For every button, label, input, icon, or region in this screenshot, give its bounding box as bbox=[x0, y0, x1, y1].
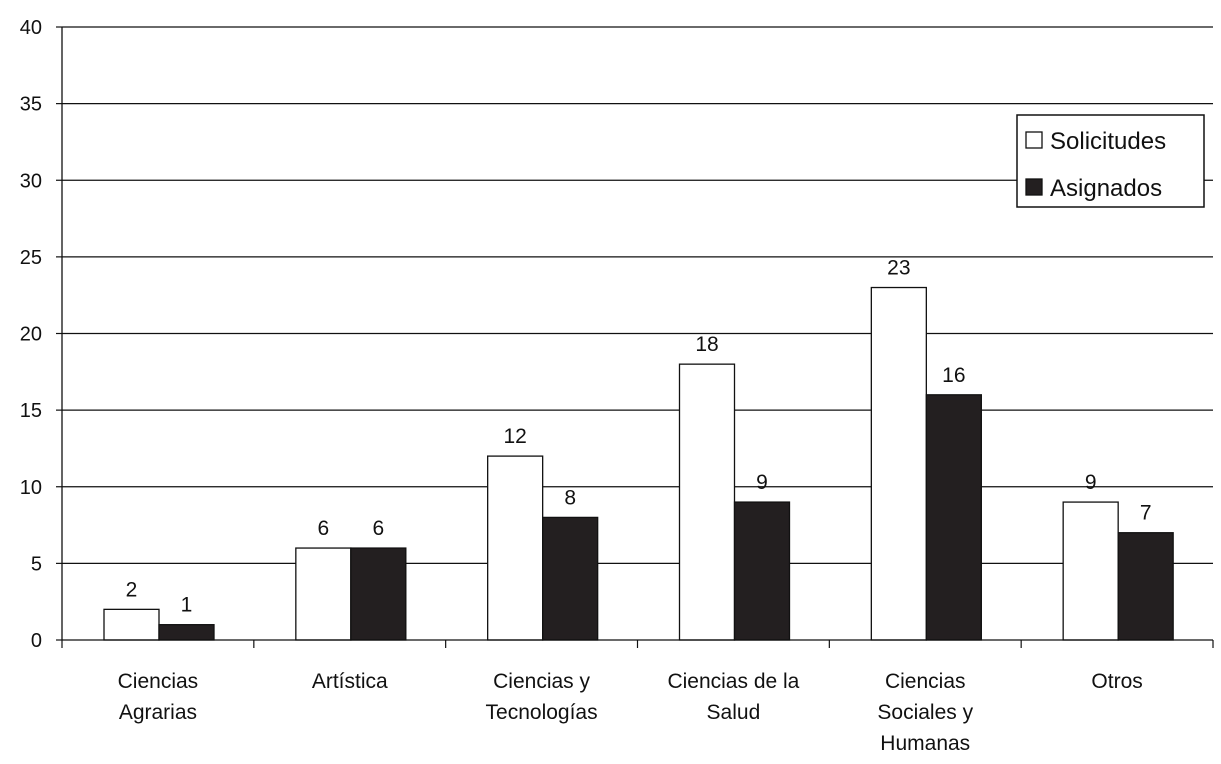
y-tick-label: 20 bbox=[20, 324, 42, 346]
y-tick-label: 40 bbox=[20, 17, 42, 39]
x-tick-label: Ciencias y bbox=[493, 670, 590, 693]
bar-asignados-0 bbox=[158, 624, 215, 641]
y-tick-label: 5 bbox=[31, 553, 42, 575]
bars bbox=[103, 286, 1174, 641]
bar-solicitudes-2 bbox=[487, 455, 544, 641]
axes bbox=[56, 26, 1214, 648]
gridlines bbox=[62, 26, 1213, 564]
x-tick-label: Agrarias bbox=[119, 701, 197, 724]
x-tick-label: Sociales y bbox=[877, 701, 973, 724]
value-label: 6 bbox=[317, 517, 329, 540]
bar-solicitudes-5 bbox=[1062, 501, 1119, 641]
value-label: 6 bbox=[372, 517, 384, 540]
y-tick-label: 10 bbox=[20, 477, 42, 499]
bar-asignados-1 bbox=[350, 547, 407, 641]
legend: Solicitudes Asignados bbox=[1016, 114, 1205, 208]
value-label: 23 bbox=[887, 257, 910, 280]
value-label: 1 bbox=[181, 594, 193, 617]
x-tick-label: Salud bbox=[707, 701, 761, 724]
legend-box bbox=[1016, 114, 1205, 208]
x-tick-label: Artística bbox=[312, 670, 388, 693]
bar-solicitudes-1 bbox=[295, 547, 352, 641]
y-tick-label: 25 bbox=[20, 247, 42, 269]
x-tick-label: Otros bbox=[1091, 670, 1142, 693]
x-tick-label: Tecnologías bbox=[486, 701, 598, 724]
y-tick-label: 0 bbox=[31, 630, 42, 652]
x-tick-label: Ciencias bbox=[885, 670, 966, 693]
bar-asignados-4 bbox=[925, 394, 982, 641]
legend-swatch-asignados bbox=[1025, 178, 1043, 196]
y-tick-labels: 0 5 10 15 20 25 30 35 40 bbox=[20, 17, 42, 652]
value-label: 7 bbox=[1140, 502, 1152, 525]
value-label: 18 bbox=[695, 333, 718, 356]
x-tick-label: Ciencias de la bbox=[667, 670, 799, 693]
legend-swatch-solicitudes bbox=[1025, 131, 1043, 149]
x-tick-label: Ciencias bbox=[118, 670, 199, 693]
x-tick-labels: Ciencias Agrarias Artística Ciencias y Tecno… bbox=[118, 670, 1143, 755]
x-tick-label: Humanas bbox=[880, 732, 970, 755]
value-label: 16 bbox=[942, 364, 965, 387]
y-tick-label: 15 bbox=[20, 400, 42, 422]
y-tick-label: 30 bbox=[20, 170, 42, 192]
legend-label-solicitudes: Solicitudes bbox=[1050, 128, 1166, 155]
bar-asignados-2 bbox=[542, 516, 599, 641]
bar-solicitudes-4 bbox=[870, 286, 927, 641]
value-label: 2 bbox=[126, 578, 138, 601]
bar-asignados-5 bbox=[1117, 532, 1174, 641]
value-label: 8 bbox=[564, 486, 576, 509]
legend-label-asignados: Asignados bbox=[1050, 175, 1162, 202]
bar-solicitudes-0 bbox=[103, 608, 160, 641]
value-label: 9 bbox=[1085, 471, 1097, 494]
value-label: 12 bbox=[503, 425, 526, 448]
y-tick-label: 35 bbox=[20, 94, 42, 116]
value-label: 9 bbox=[756, 471, 768, 494]
bar-solicitudes-3 bbox=[678, 363, 736, 641]
bar-asignados-3 bbox=[733, 501, 791, 641]
